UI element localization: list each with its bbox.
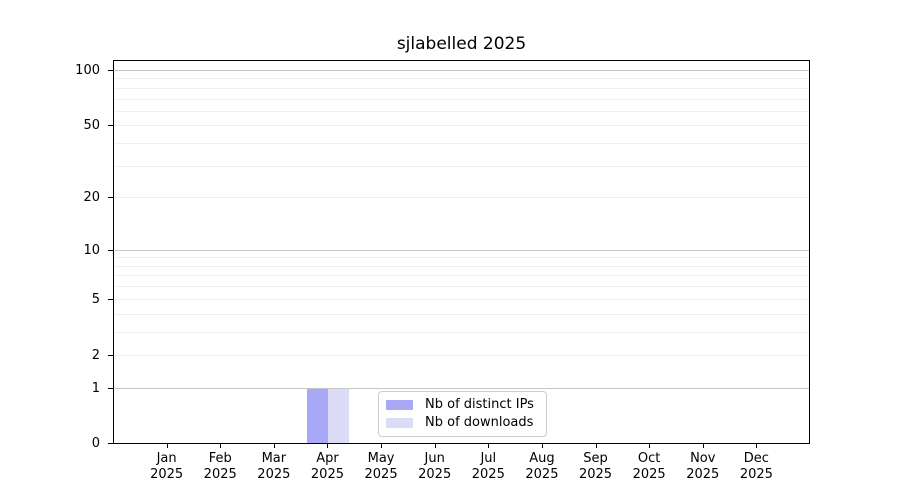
gridline-minor xyxy=(114,298,809,300)
y-tick-mark xyxy=(108,354,113,356)
gridline-minor xyxy=(114,143,809,145)
x-tick-year-label: 2025 xyxy=(471,467,505,482)
gridline-minor xyxy=(114,313,809,315)
x-tick-label-may: May 2025 xyxy=(349,451,413,483)
y-tick-mark xyxy=(108,125,113,127)
y-tick-mark xyxy=(108,249,113,251)
gridline-minor xyxy=(114,98,809,100)
gridline-minor xyxy=(114,286,809,288)
x-tick-label-mar: Mar 2025 xyxy=(242,451,306,483)
y-tick-mark xyxy=(108,197,113,199)
x-tick-year-label: 2025 xyxy=(364,467,398,482)
x-tick-label-jan: Jan 2025 xyxy=(135,451,199,483)
gridline-minor xyxy=(114,331,809,333)
x-tick-year-label: 2025 xyxy=(310,467,344,482)
x-tick-mark xyxy=(327,444,329,448)
y-tick-label-1: 1 xyxy=(91,380,100,396)
x-tick-mark xyxy=(595,444,597,448)
legend-label-distinct-ips: Nb of distinct IPs xyxy=(425,397,534,412)
x-tick-mark xyxy=(273,444,275,448)
x-tick-label-oct: Oct 2025 xyxy=(617,451,681,483)
gridline-minor xyxy=(114,110,809,112)
legend-swatch-distinct-ips-icon xyxy=(386,400,413,410)
x-tick-label-sep: Sep 2025 xyxy=(564,451,628,483)
x-tick-mark xyxy=(756,444,758,448)
x-tick-mark xyxy=(220,444,222,448)
bar-nb-of-downloads-apr xyxy=(328,388,350,443)
x-tick-mark xyxy=(541,444,543,448)
y-tick-label-2: 2 xyxy=(91,347,100,363)
x-tick-label-aug: Aug 2025 xyxy=(510,451,574,483)
y-tick-mark xyxy=(108,443,113,444)
x-tick-mark xyxy=(702,444,704,448)
gridline-minor xyxy=(114,265,809,267)
y-tick-label-50: 50 xyxy=(83,118,100,134)
legend-item-downloads: Nb of downloads xyxy=(386,416,536,430)
y-tick-mark xyxy=(108,298,113,300)
gridline-minor xyxy=(114,78,809,80)
x-tick-mark xyxy=(488,444,490,448)
x-tick-mark xyxy=(649,444,651,448)
x-tick-label-jun: Jun 2025 xyxy=(403,451,467,483)
gridline-minor xyxy=(114,275,809,277)
plot-area xyxy=(113,60,810,444)
gridline-minor xyxy=(114,257,809,259)
x-tick-year-label: 2025 xyxy=(418,467,452,482)
x-tick-year-label: 2025 xyxy=(739,467,773,482)
y-tick-label-100: 100 xyxy=(75,63,100,78)
gridline-major xyxy=(114,387,809,389)
x-tick-year-label: 2025 xyxy=(578,467,613,482)
x-tick-label-apr: Apr 2025 xyxy=(295,451,359,483)
gridline-minor xyxy=(114,354,809,356)
legend-label-downloads: Nb of downloads xyxy=(425,415,534,430)
legend-swatch-downloads-icon xyxy=(386,418,413,428)
y-tick-label-0: 0 xyxy=(91,436,100,451)
y-tick-label-5: 5 xyxy=(91,291,100,307)
gridline-major xyxy=(114,249,809,251)
y-tick-mark xyxy=(108,387,113,389)
x-tick-mark xyxy=(166,444,168,448)
chart-title: sjlabelled 2025 xyxy=(396,34,527,54)
y-tick-label-10: 10 xyxy=(83,242,100,258)
gridline-minor xyxy=(114,87,809,89)
legend-item-distinct-ips: Nb of distinct IPs xyxy=(386,398,536,412)
bar-nb-of-distinct-ips-apr xyxy=(307,388,329,443)
gridline-minor xyxy=(114,165,809,167)
x-tick-year-label: 2025 xyxy=(203,467,237,482)
x-tick-label-jul: Jul 2025 xyxy=(456,451,520,483)
x-tick-label-dec: Dec 2025 xyxy=(724,451,788,483)
gridline-minor xyxy=(114,125,809,127)
x-tick-year-label: 2025 xyxy=(686,467,720,482)
x-tick-year-label: 2025 xyxy=(257,467,291,482)
x-tick-year-label: 2025 xyxy=(632,467,666,482)
x-tick-year-label: 2025 xyxy=(525,467,559,482)
x-tick-year-label: 2025 xyxy=(150,467,184,482)
x-tick-mark xyxy=(381,444,383,448)
x-tick-label-nov: Nov 2025 xyxy=(671,451,735,483)
y-tick-mark xyxy=(108,70,113,71)
y-tick-label-20: 20 xyxy=(83,190,100,206)
gridline-minor xyxy=(114,197,809,199)
x-tick-label-feb: Feb 2025 xyxy=(188,451,252,483)
gridline-major xyxy=(114,70,809,71)
x-tick-mark xyxy=(434,444,436,448)
legend: Nb of distinct IPs Nb of downloads xyxy=(378,391,547,437)
